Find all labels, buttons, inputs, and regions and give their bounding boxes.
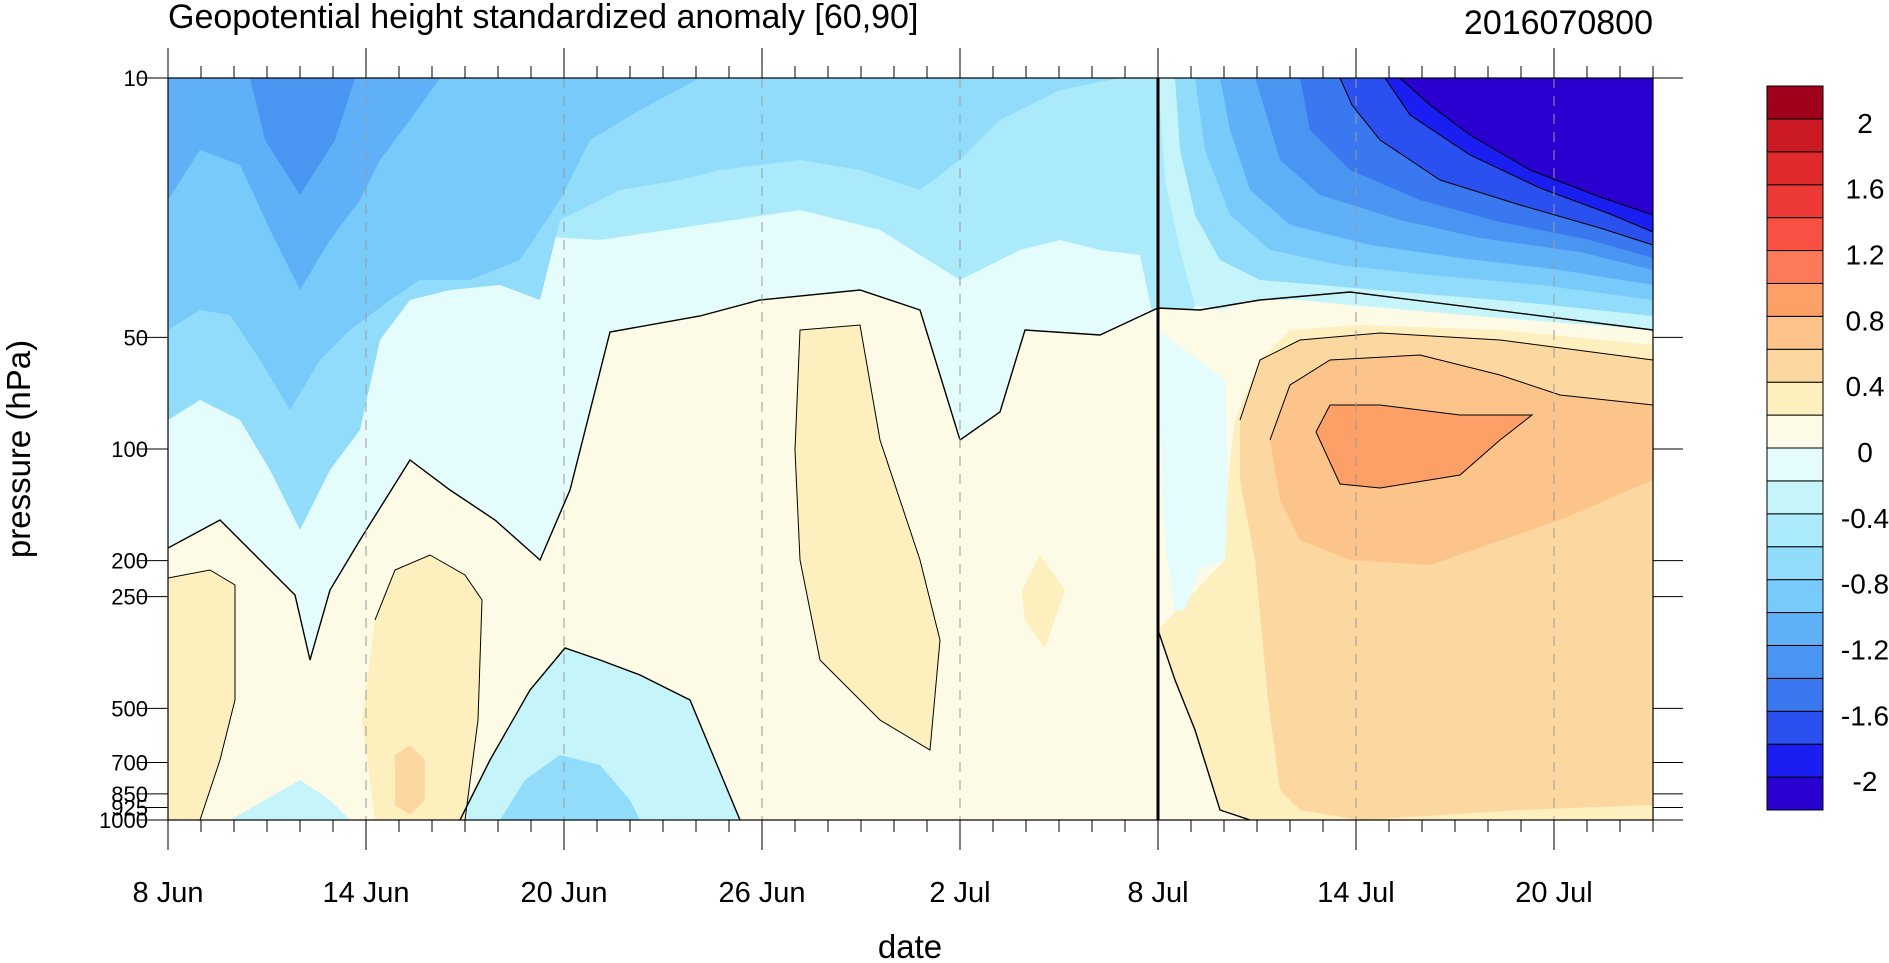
x-tick-label: 14 Jul (1317, 877, 1394, 909)
y-axis-label: pressure (hPa) (0, 340, 37, 558)
contour-region-pos-mid-june-core (395, 745, 425, 815)
contour-line-strat-min (1399, 78, 1653, 216)
y-tick-label: 100 (111, 437, 148, 462)
contour-region-pos-late-june (795, 325, 940, 750)
colorbar-label: 2 (1857, 108, 1873, 139)
colorbar-swatch (1766, 743, 1824, 778)
y-tick-label: 50 (124, 325, 148, 350)
y-tick-label: 200 (111, 549, 148, 574)
contour-region-july-maximum-core (1316, 405, 1532, 488)
colorbar-label: 1.6 (1846, 174, 1885, 205)
contour-region-late-july-strat-minimum (1400, 78, 1653, 215)
colorbar-swatch (1766, 85, 1824, 120)
colorbar-swatch (1766, 612, 1824, 646)
contour-region-july-near-zero (1158, 330, 1228, 610)
colorbar-swatch (1766, 282, 1824, 317)
colorbar-label: 0.4 (1846, 371, 1885, 402)
colorbar-swatch (1766, 677, 1824, 712)
colorbar-label: -2 (1853, 766, 1878, 797)
contour-line-strat-neg-7 (1339, 78, 1653, 246)
contour-line-july-max-outer (1269, 354, 1653, 441)
colorbar-swatch (1766, 118, 1824, 153)
chart-date-label: 2016070800 (1464, 4, 1653, 42)
contour-line-july-positive (1239, 332, 1653, 421)
x-tick-label: 8 Jun (133, 877, 204, 909)
colorbar-swatch (1766, 776, 1824, 811)
y-tick-label: 925 (111, 795, 148, 820)
contour-line-late-june (794, 324, 941, 751)
y-tick-label: 700 (111, 751, 148, 776)
x-tick-label: 20 Jul (1515, 877, 1592, 909)
colorbar-label: -1.6 (1841, 700, 1889, 731)
contour-line-zero-surface-20jun (459, 647, 741, 820)
colorbar-swatch (1766, 710, 1824, 745)
colorbar-swatch (1766, 184, 1824, 219)
colorbar-label: -1.2 (1841, 634, 1889, 665)
contour-line-zero-july (1157, 629, 1251, 820)
x-axis: 8 Jun 14 Jun 20 Jun 26 Jun 2 Jul 8 Jul 14 Jul 2… (133, 48, 1654, 909)
colorbar-label: 0.8 (1846, 305, 1885, 336)
colorbar-swatch (1766, 315, 1824, 350)
colorbar: 2 1.6 1.2 0.8 0.4 0 -0.4 -0.8 -1.2 -1.6 -2 (1766, 85, 1889, 811)
y-tick-label: 850 (111, 782, 148, 807)
contour-fill-layer (168, 78, 1653, 820)
contour-region-surface-negative-14jun (230, 780, 350, 820)
colorbar-swatch (1766, 414, 1824, 449)
colorbar-label: 0 (1857, 437, 1873, 468)
x-tick-label: 20 Jun (520, 877, 607, 909)
contour-region-pos-early-july (1022, 555, 1065, 648)
colorbar-swatch (1766, 447, 1824, 482)
colorbar-swatch (1766, 217, 1824, 252)
chart-title: Geopotential height standardized anomaly… (168, 0, 918, 36)
y-tick-label: 250 (111, 585, 148, 610)
contour-line-july-max-core (1315, 404, 1534, 489)
colorbar-swatch (1766, 348, 1824, 383)
colorbar-label: -0.8 (1841, 569, 1889, 600)
colorbar-swatch (1766, 579, 1824, 614)
colorbar-swatch (1766, 546, 1824, 581)
contour-region-pos-early-june (168, 570, 235, 820)
y-tick-label: 1000 (99, 808, 148, 833)
y-tick-label: 500 (111, 696, 148, 721)
colorbar-swatch (1766, 250, 1824, 284)
contour-region-pos-mid-june (362, 555, 482, 820)
contour-line-mid-june (374, 554, 483, 820)
colorbar-swatch (1766, 151, 1824, 186)
y-tick-label: 10 (124, 66, 148, 91)
colorbar-swatch (1766, 480, 1824, 515)
x-tick-label: 8 Jul (1127, 877, 1188, 909)
colorbar-swatch (1766, 644, 1824, 679)
colorbar-swatch (1766, 381, 1824, 416)
contour-line-strat-neg-8 (1384, 78, 1653, 233)
colorbar-swatch (1766, 513, 1824, 548)
x-axis-label: date (878, 928, 942, 963)
contour-line-early-june (168, 569, 236, 820)
x-tick-label: 26 Jun (718, 877, 805, 909)
x-tick-label: 2 Jul (929, 877, 990, 909)
colorbar-label: 1.2 (1846, 240, 1885, 271)
colorbar-label: -0.4 (1841, 503, 1889, 534)
contour-region-diamond-24jun (683, 395, 700, 490)
contour-region-early-core (250, 78, 355, 195)
contour-region-surface-negative-core (500, 755, 640, 820)
x-tick-label: 14 Jun (322, 877, 409, 909)
